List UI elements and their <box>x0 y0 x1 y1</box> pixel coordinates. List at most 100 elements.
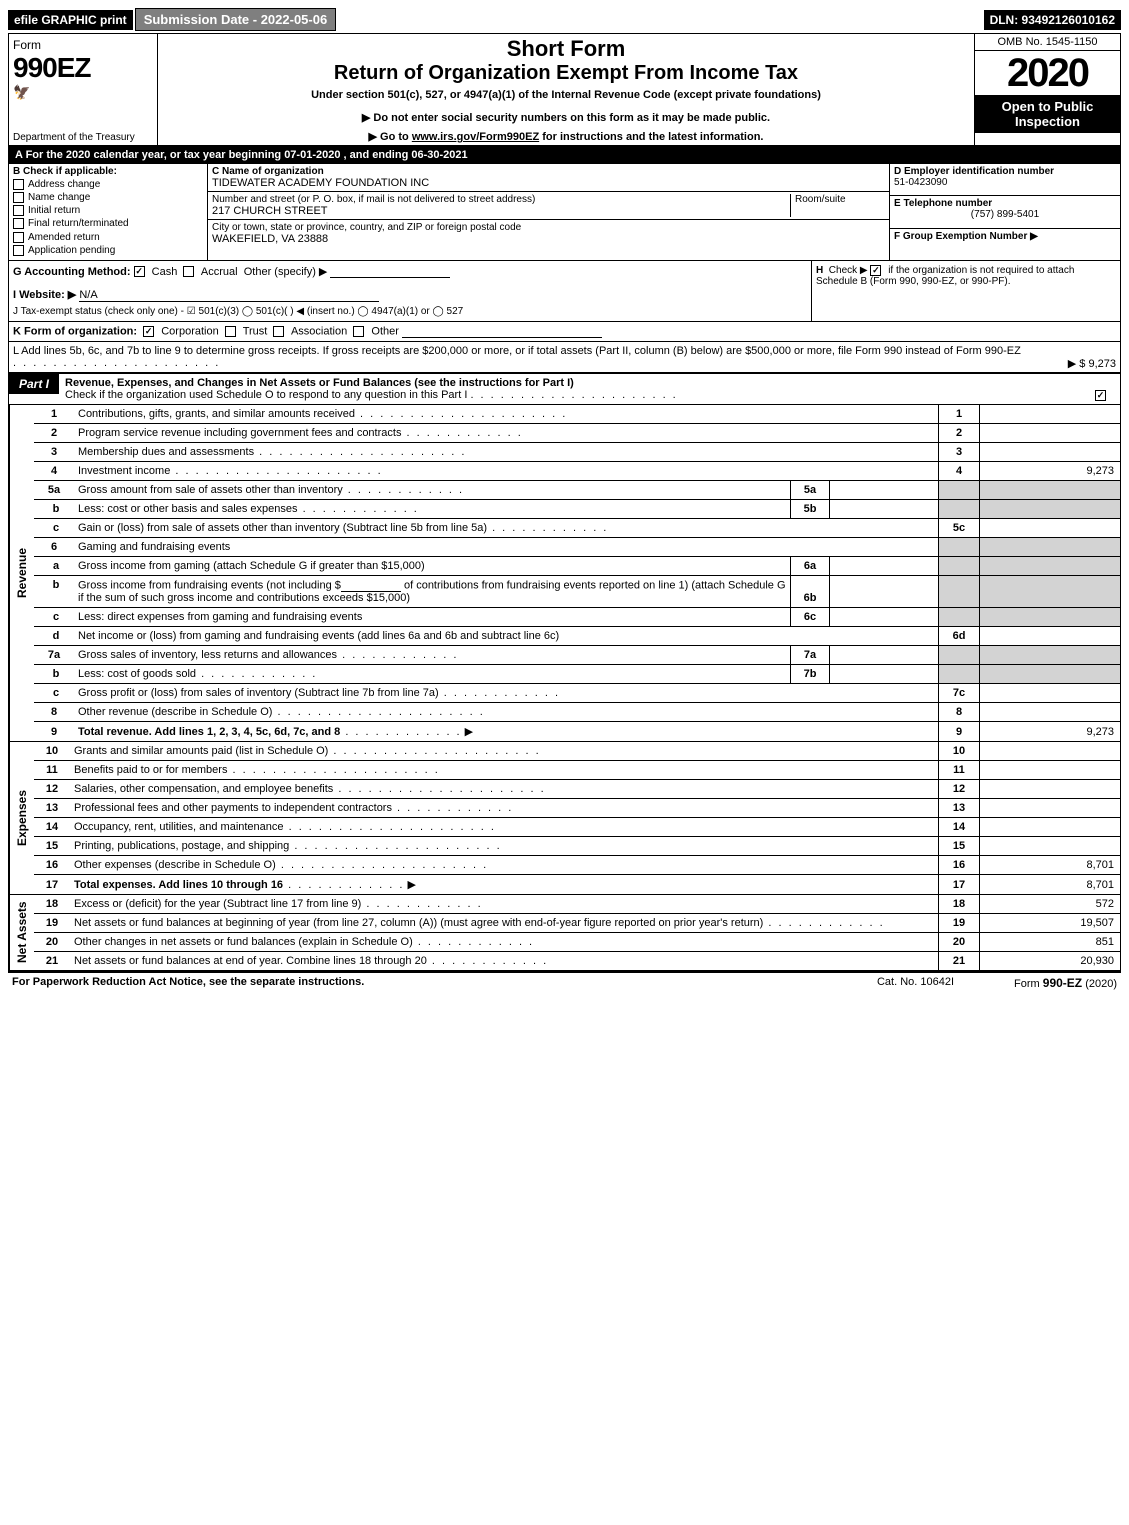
other-org-checkbox[interactable] <box>353 326 364 337</box>
c-name-label: C Name of organization <box>212 166 324 177</box>
line-desc: Gaming and fundraising events <box>78 541 230 553</box>
line-desc: Gross sales of inventory, less returns a… <box>78 649 337 661</box>
line-14: 14 Occupancy, rent, utilities, and maint… <box>34 818 1120 837</box>
tax-period: A For the 2020 calendar year, or tax yea… <box>8 147 1121 164</box>
line-1: 1 Contributions, gifts, grants, and simi… <box>34 405 1120 424</box>
under-section-text: Under section 501(c), 527, or 4947(a)(1)… <box>164 89 968 101</box>
room-label: Room/suite <box>795 194 846 205</box>
org-name-address: C Name of organization TIDEWATER ACADEMY… <box>208 164 889 260</box>
line-9: 9 Total revenue. Add lines 1, 2, 3, 4, 5… <box>34 722 1120 742</box>
line-desc: Benefits paid to or for members <box>74 764 227 776</box>
line-desc: Other expenses (describe in Schedule O) <box>74 859 276 871</box>
part-title: Revenue, Expenses, and Changes in Net As… <box>65 377 574 389</box>
line-desc: Printing, publications, postage, and shi… <box>74 840 289 852</box>
line-16: 16 Other expenses (describe in Schedule … <box>34 856 1120 875</box>
form-ref-bold: 990-EZ <box>1043 976 1082 990</box>
check-application-pending[interactable]: Application pending <box>13 245 203 256</box>
irs-link[interactable]: www.irs.gov/Form990EZ <box>412 131 539 143</box>
other-org-input[interactable] <box>402 325 602 338</box>
line-7a: 7a Gross sales of inventory, less return… <box>34 646 1120 665</box>
check-address-change[interactable]: Address change <box>13 179 203 190</box>
k-label: K Form of organization: <box>13 326 137 338</box>
line-desc: Net assets or fund balances at beginning… <box>74 917 763 929</box>
check-label: Final return/terminated <box>28 219 129 230</box>
amount: 8,701 <box>980 875 1121 895</box>
accrual-checkbox[interactable] <box>183 266 194 277</box>
assoc-checkbox[interactable] <box>273 326 284 337</box>
check-name-change[interactable]: Name change <box>13 192 203 203</box>
amount: 8,701 <box>980 856 1121 875</box>
department-label: Department of the Treasury <box>13 132 135 143</box>
dln-number: DLN: 93492126010162 <box>984 10 1121 30</box>
line-12: 12 Salaries, other compensation, and emp… <box>34 780 1120 799</box>
street-label: Number and street (or P. O. box, if mail… <box>212 194 535 205</box>
treasury-seal-icon: 🦅 <box>13 84 153 101</box>
line-desc: Grants and similar amounts paid (list in… <box>74 745 328 757</box>
line-18: 18 Excess or (deficit) for the year (Sub… <box>34 895 1120 914</box>
line-17: 17 Total expenses. Add lines 10 through … <box>34 875 1120 895</box>
organization-block: B Check if applicable: Address change Na… <box>8 164 1121 261</box>
g-i-j-block: G Accounting Method: Cash Accrual Other … <box>9 261 811 322</box>
part-check-text: Check if the organization used Schedule … <box>65 389 467 401</box>
check-initial-return[interactable]: Initial return <box>13 205 203 216</box>
h-checkbox[interactable] <box>870 265 881 276</box>
line-4: 4 Investment income 4 9,273 <box>34 462 1120 481</box>
schedule-o-checkbox[interactable] <box>1095 390 1106 401</box>
line-desc: Occupancy, rent, utilities, and maintena… <box>74 821 284 833</box>
line-desc: Professional fees and other payments to … <box>74 802 392 814</box>
amount: 9,273 <box>980 462 1121 481</box>
line-5c: c Gain or (loss) from sale of assets oth… <box>34 519 1120 538</box>
section-b-checks: B Check if applicable: Address change Na… <box>9 164 208 260</box>
line-desc: Investment income <box>78 465 170 477</box>
part-1-header: Part I Revenue, Expenses, and Changes in… <box>8 374 1121 405</box>
form-ref-suffix: (2020) <box>1082 978 1117 990</box>
corp-label: Corporation <box>161 326 218 338</box>
line-5a: 5a Gross amount from sale of assets othe… <box>34 481 1120 500</box>
line-desc: Other revenue (describe in Schedule O) <box>78 706 272 718</box>
amount: 9,273 <box>980 722 1121 742</box>
amount: 20,930 <box>980 952 1121 971</box>
check-final-return[interactable]: Final return/terminated <box>13 218 203 229</box>
cash-checkbox[interactable] <box>134 266 145 277</box>
part-label: Part I <box>9 374 59 394</box>
accrual-label: Accrual <box>201 266 238 278</box>
form-number: 990EZ <box>13 52 153 84</box>
contribution-amount-input[interactable] <box>341 579 401 592</box>
line-desc: Less: cost or other basis and sales expe… <box>78 503 298 515</box>
other-input[interactable] <box>330 265 450 278</box>
line-desc: Program service revenue including govern… <box>78 427 401 439</box>
line-desc: Total expenses. Add lines 10 through 16 <box>74 879 283 891</box>
employer-info: D Employer identification number 51-0423… <box>889 164 1120 260</box>
d-ein-label: D Employer identification number <box>894 166 1054 177</box>
trust-checkbox[interactable] <box>225 326 236 337</box>
netassets-sidelabel: Net Assets <box>9 895 34 970</box>
k-form-organization: K Form of organization: Corporation Trus… <box>8 322 1121 342</box>
dots <box>470 389 677 401</box>
line-6d: d Net income or (loss) from gaming and f… <box>34 627 1120 646</box>
top-bar: efile GRAPHIC print Submission Date - 20… <box>8 8 1121 31</box>
expenses-sidelabel: Expenses <box>9 742 34 894</box>
org-city: WAKEFIELD, VA 23888 <box>212 233 328 245</box>
form-header: Form 990EZ 🦅 Department of the Treasury … <box>8 33 1121 147</box>
efile-label[interactable]: efile GRAPHIC print <box>8 10 133 30</box>
line-desc: Total revenue. Add lines 1, 2, 3, 4, 5c,… <box>78 726 340 738</box>
line-13: 13 Professional fees and other payments … <box>34 799 1120 818</box>
e-phone-label: E Telephone number <box>894 198 992 209</box>
check-label: Application pending <box>28 245 115 256</box>
amount: 851 <box>980 933 1121 952</box>
city-label: City or town, state or province, country… <box>212 222 521 233</box>
net-assets-section: Net Assets 18 Excess or (deficit) for th… <box>8 895 1121 972</box>
line-6a: a Gross income from gaming (attach Sched… <box>34 557 1120 576</box>
amount: 572 <box>980 895 1121 914</box>
line-5b: b Less: cost or other basis and sales ex… <box>34 500 1120 519</box>
line-desc: Salaries, other compensation, and employ… <box>74 783 333 795</box>
open-to-public: Open to Public Inspection <box>975 95 1120 133</box>
assoc-label: Association <box>291 326 347 338</box>
netassets-table: 18 Excess or (deficit) for the year (Sub… <box>34 895 1120 970</box>
corp-checkbox[interactable] <box>143 326 154 337</box>
g-accounting-method: G Accounting Method: Cash Accrual Other … <box>13 265 807 279</box>
line-desc: Other changes in net assets or fund bala… <box>74 936 413 948</box>
check-label: Address change <box>28 179 100 190</box>
page-footer: For Paperwork Reduction Act Notice, see … <box>8 972 1121 993</box>
check-amended-return[interactable]: Amended return <box>13 232 203 243</box>
